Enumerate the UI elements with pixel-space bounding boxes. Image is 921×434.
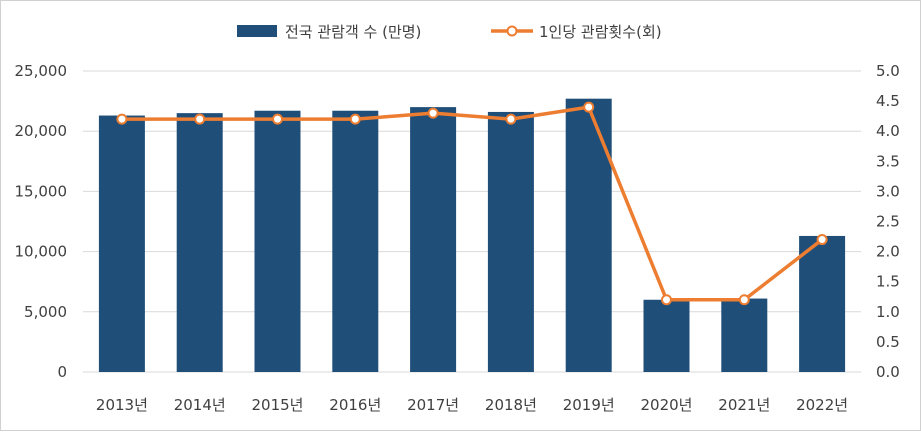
legend-bar-swatch xyxy=(237,25,277,37)
x-axis-tick-label: 2019년 xyxy=(563,396,615,414)
x-axis-tick-label: 2020년 xyxy=(641,396,693,414)
line-point xyxy=(661,294,672,306)
line-point xyxy=(116,113,128,125)
bar xyxy=(254,110,301,373)
line-point xyxy=(816,234,828,246)
bar xyxy=(565,98,612,372)
left-axis-tick-label: 10,000 xyxy=(15,243,68,261)
bar xyxy=(410,107,457,373)
line-path xyxy=(121,105,824,302)
right-axis-tick-label: 0.0 xyxy=(876,363,900,381)
legend-line-marker xyxy=(506,25,518,37)
x-axis-tick-label: 2018년 xyxy=(485,396,537,414)
x-axis-tick-label: 2014년 xyxy=(174,396,226,414)
bar xyxy=(799,235,846,372)
right-axis-tick-label: 4.5 xyxy=(876,92,900,110)
right-axis-tick-label: 3.5 xyxy=(876,152,900,170)
bar xyxy=(643,299,690,372)
right-axis-tick-label: 4.0 xyxy=(876,122,900,140)
line-point xyxy=(272,113,283,125)
right-axis-tick-label: 2.0 xyxy=(876,243,900,261)
bar-series xyxy=(98,98,846,373)
line-point xyxy=(738,294,750,306)
x-axis-tick-label: 2013년 xyxy=(96,396,148,414)
left-axis-tick-label: 0 xyxy=(57,363,67,381)
bar xyxy=(487,111,534,372)
bar xyxy=(98,115,145,372)
axes: 0 5,000 10,000 15,000 20,000 25,000 0.0 0.5 1.0 1… xyxy=(15,62,900,414)
left-axis-tick-label: 20,000 xyxy=(15,122,68,140)
left-axis-tick-label: 25,000 xyxy=(15,62,68,80)
legend-bar-label: 전국 관람객 수 (만명) xyxy=(285,23,421,41)
right-axis-tick-label: 3.0 xyxy=(876,182,900,200)
x-axis-tick-label: 2015년 xyxy=(252,396,304,414)
line-point xyxy=(349,113,361,125)
bar xyxy=(176,113,223,372)
x-axis-tick-label: 2016년 xyxy=(329,396,381,414)
right-axis-tick-label: 1.5 xyxy=(876,273,900,291)
right-axis-tick-label: 0.5 xyxy=(876,333,900,351)
line-point xyxy=(583,101,595,113)
legend: 전국 관람객 수 (만명) 1인당 관람횟수(회) xyxy=(237,23,662,41)
x-axis-tick-label: 2021년 xyxy=(718,396,770,414)
left-axis-tick-label: 15,000 xyxy=(15,182,68,200)
left-axis-tick-label: 5,000 xyxy=(24,303,67,321)
line-point xyxy=(427,107,439,119)
x-axis-tick-label: 2022년 xyxy=(796,396,848,414)
bar xyxy=(332,110,379,373)
right-axis-tick-label: 5.0 xyxy=(876,62,900,80)
line-series xyxy=(116,101,828,306)
line-point xyxy=(505,113,517,125)
x-axis-tick-label: 2017년 xyxy=(407,396,459,414)
legend-line-label: 1인당 관람횟수(회) xyxy=(539,23,662,41)
bar xyxy=(721,298,768,372)
right-axis-tick-label: 1.0 xyxy=(876,303,900,321)
line-point xyxy=(194,113,206,125)
right-axis-tick-label: 2.5 xyxy=(876,213,900,231)
